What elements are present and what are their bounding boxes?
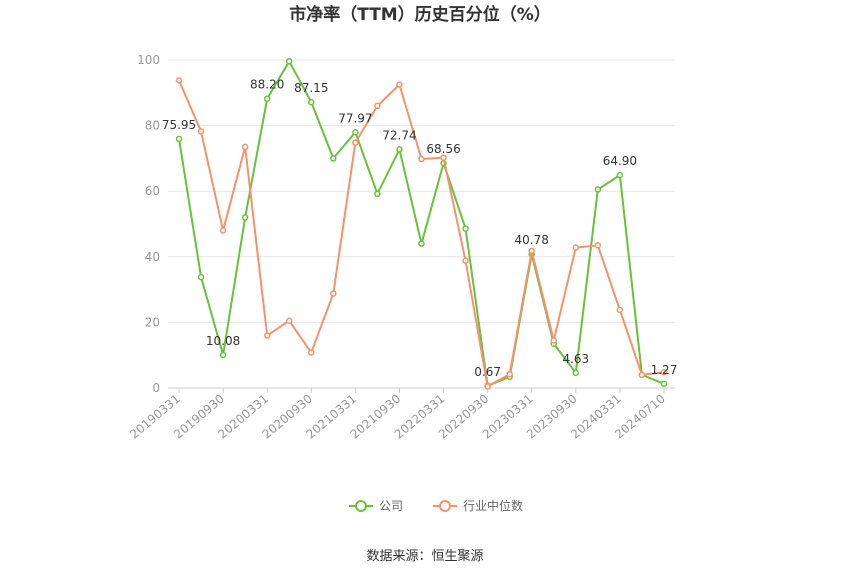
data-point[interactable] (638, 371, 646, 379)
y-tick-label: 80 (145, 119, 160, 133)
data-point[interactable] (263, 332, 271, 339)
y-tick-label: 60 (145, 184, 160, 198)
data-point[interactable] (330, 290, 337, 297)
data-point[interactable] (418, 240, 425, 247)
data-point[interactable] (374, 102, 381, 110)
legend-label: 公司 (379, 499, 403, 513)
data-point[interactable] (263, 95, 271, 102)
series-layer (175, 58, 668, 390)
legend-label: 行业中位数 (463, 498, 523, 513)
data-point[interactable] (374, 190, 381, 198)
data-point[interactable] (660, 380, 668, 388)
data-label: 72.74 (382, 128, 416, 142)
data-point[interactable] (484, 383, 491, 390)
data-point[interactable] (418, 155, 425, 163)
data-point[interactable] (528, 247, 535, 255)
data-point[interactable] (241, 214, 249, 221)
data-label: 64.90 (603, 154, 637, 168)
data-point[interactable] (241, 143, 249, 151)
chart-title: 市净率（TTM）历史百分位（%） (289, 4, 551, 25)
data-point[interactable] (616, 171, 624, 179)
y-tick-label: 0 (152, 381, 160, 395)
data-point[interactable] (285, 58, 293, 65)
data-point[interactable] (352, 129, 359, 136)
source-note: 数据来源：恒生聚源 (366, 549, 483, 564)
data-label: 88.20 (250, 78, 284, 92)
legend-marker (439, 500, 451, 512)
data-point[interactable] (462, 257, 469, 264)
data-point[interactable] (462, 225, 469, 232)
data-point[interactable] (506, 370, 513, 378)
data-label: 0.67 (474, 365, 501, 379)
series-line (178, 79, 665, 388)
data-label: 75.95 (162, 118, 196, 132)
data-point[interactable] (440, 154, 447, 161)
legend[interactable]: 公司 行业中位数 (349, 498, 523, 513)
data-label: 1.27 (651, 363, 678, 377)
data-point[interactable] (572, 369, 580, 377)
data-point[interactable] (352, 139, 359, 146)
y-tick-label: 100 (137, 53, 160, 67)
y-axis: 0 20 40 60 80 100 (137, 53, 160, 395)
legend-marker (355, 500, 367, 512)
data-label: 77.97 (338, 111, 372, 125)
data-point[interactable] (396, 146, 403, 153)
data-point[interactable] (285, 317, 293, 325)
data-point[interactable] (660, 369, 668, 376)
y-tick-label: 40 (145, 250, 160, 264)
data-point[interactable] (197, 273, 205, 281)
data-point[interactable] (308, 98, 315, 106)
data-point[interactable] (594, 242, 602, 249)
y-tick-label: 20 (145, 315, 160, 329)
x-axis: 2019033120190930202003312020093020210331… (127, 387, 675, 442)
data-point[interactable] (550, 337, 558, 344)
data-label: 87.15 (294, 81, 328, 95)
series-2 (175, 77, 668, 390)
data-label: 4.63 (562, 352, 589, 366)
series-line (178, 60, 665, 387)
data-point[interactable] (594, 186, 602, 193)
data-point[interactable] (616, 306, 624, 314)
data-point[interactable] (572, 244, 580, 251)
data-point[interactable] (175, 77, 183, 84)
legend-item-1[interactable]: 公司 (349, 499, 403, 513)
data-label: 10.08 (206, 334, 240, 348)
series-1 (175, 58, 668, 390)
data-point[interactable] (396, 81, 403, 88)
data-point[interactable] (330, 155, 337, 162)
data-point[interactable] (197, 128, 205, 135)
data-labels: 75.95 10.08 88.20 87.15 77.97 72.74 68.56 0.67 4… (162, 78, 677, 379)
data-point[interactable] (175, 135, 183, 143)
legend-item-2[interactable]: 行业中位数 (433, 498, 523, 513)
data-point[interactable] (219, 351, 227, 359)
data-label: 40.78 (515, 233, 549, 247)
data-label: 68.56 (426, 142, 460, 156)
data-point[interactable] (219, 227, 227, 234)
data-point[interactable] (308, 349, 315, 356)
